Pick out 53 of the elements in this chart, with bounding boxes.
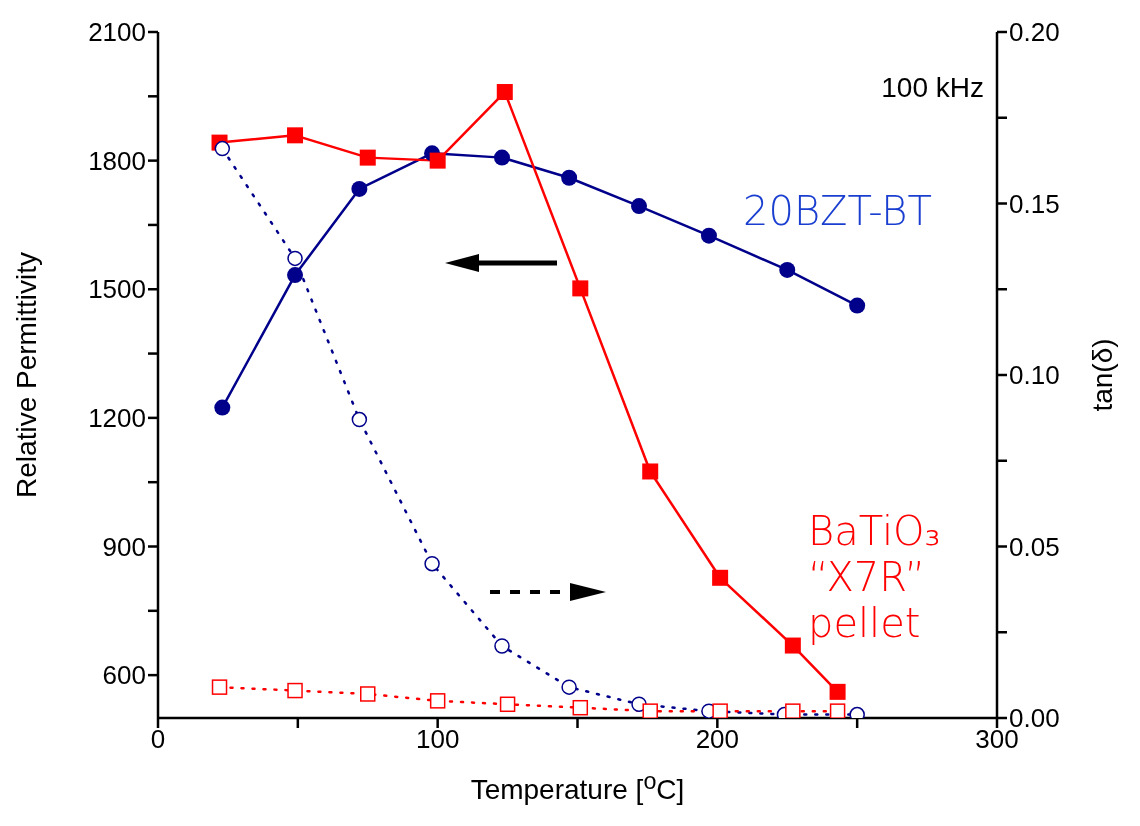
point	[784, 637, 801, 654]
point	[211, 679, 228, 695]
y-tick-label: 900	[102, 531, 146, 562]
y2-tick-label: 0.20	[1009, 17, 1060, 48]
y-tick-label: 600	[102, 660, 146, 691]
point	[360, 686, 376, 702]
point	[561, 169, 578, 186]
point	[712, 569, 729, 586]
annotation: 100 kHz	[881, 72, 984, 104]
x-tick-label: 100	[415, 724, 460, 755]
y-tick-label: 1500	[88, 274, 146, 305]
y2-tick-label: 0.05	[1009, 531, 1060, 562]
point	[700, 227, 717, 244]
series-label: BaTiO₃ “X7R” pellet	[808, 508, 942, 646]
point	[494, 638, 510, 654]
y2-tick-label: 0.10	[1009, 360, 1060, 391]
point	[214, 140, 231, 157]
point	[849, 297, 866, 314]
point	[359, 149, 376, 166]
point	[429, 693, 446, 709]
point	[785, 703, 801, 718]
point	[642, 463, 659, 480]
point	[572, 699, 589, 716]
point	[351, 411, 368, 428]
point	[214, 399, 231, 416]
y-tick-label: 2100	[88, 17, 146, 48]
x-tick-label: 0	[150, 724, 166, 755]
point	[496, 84, 513, 101]
point	[499, 696, 516, 713]
point	[493, 149, 510, 166]
point	[561, 679, 577, 695]
y-axis-title: Relative Permittivity	[10, 252, 42, 498]
point	[779, 261, 796, 278]
point	[287, 127, 304, 144]
point	[712, 703, 728, 718]
y2-axis-title: tan(δ)	[1086, 338, 1118, 412]
point	[287, 267, 304, 284]
point	[429, 152, 446, 169]
series-label: 20BZT-BT	[743, 188, 933, 234]
point	[631, 198, 648, 215]
point	[572, 280, 589, 297]
point	[287, 682, 303, 699]
y-tick-label: 1800	[88, 145, 146, 176]
point	[287, 250, 303, 267]
point	[642, 703, 658, 718]
x-tick-label: 200	[695, 724, 740, 755]
point	[829, 683, 846, 700]
point	[829, 703, 846, 718]
point	[424, 555, 440, 572]
y2-tick-label: 0.15	[1009, 188, 1060, 219]
x-axis-title: Temperature [$^{o}$C]	[469, 768, 686, 807]
point	[351, 180, 368, 197]
y-tick-label: 1200	[88, 403, 146, 434]
